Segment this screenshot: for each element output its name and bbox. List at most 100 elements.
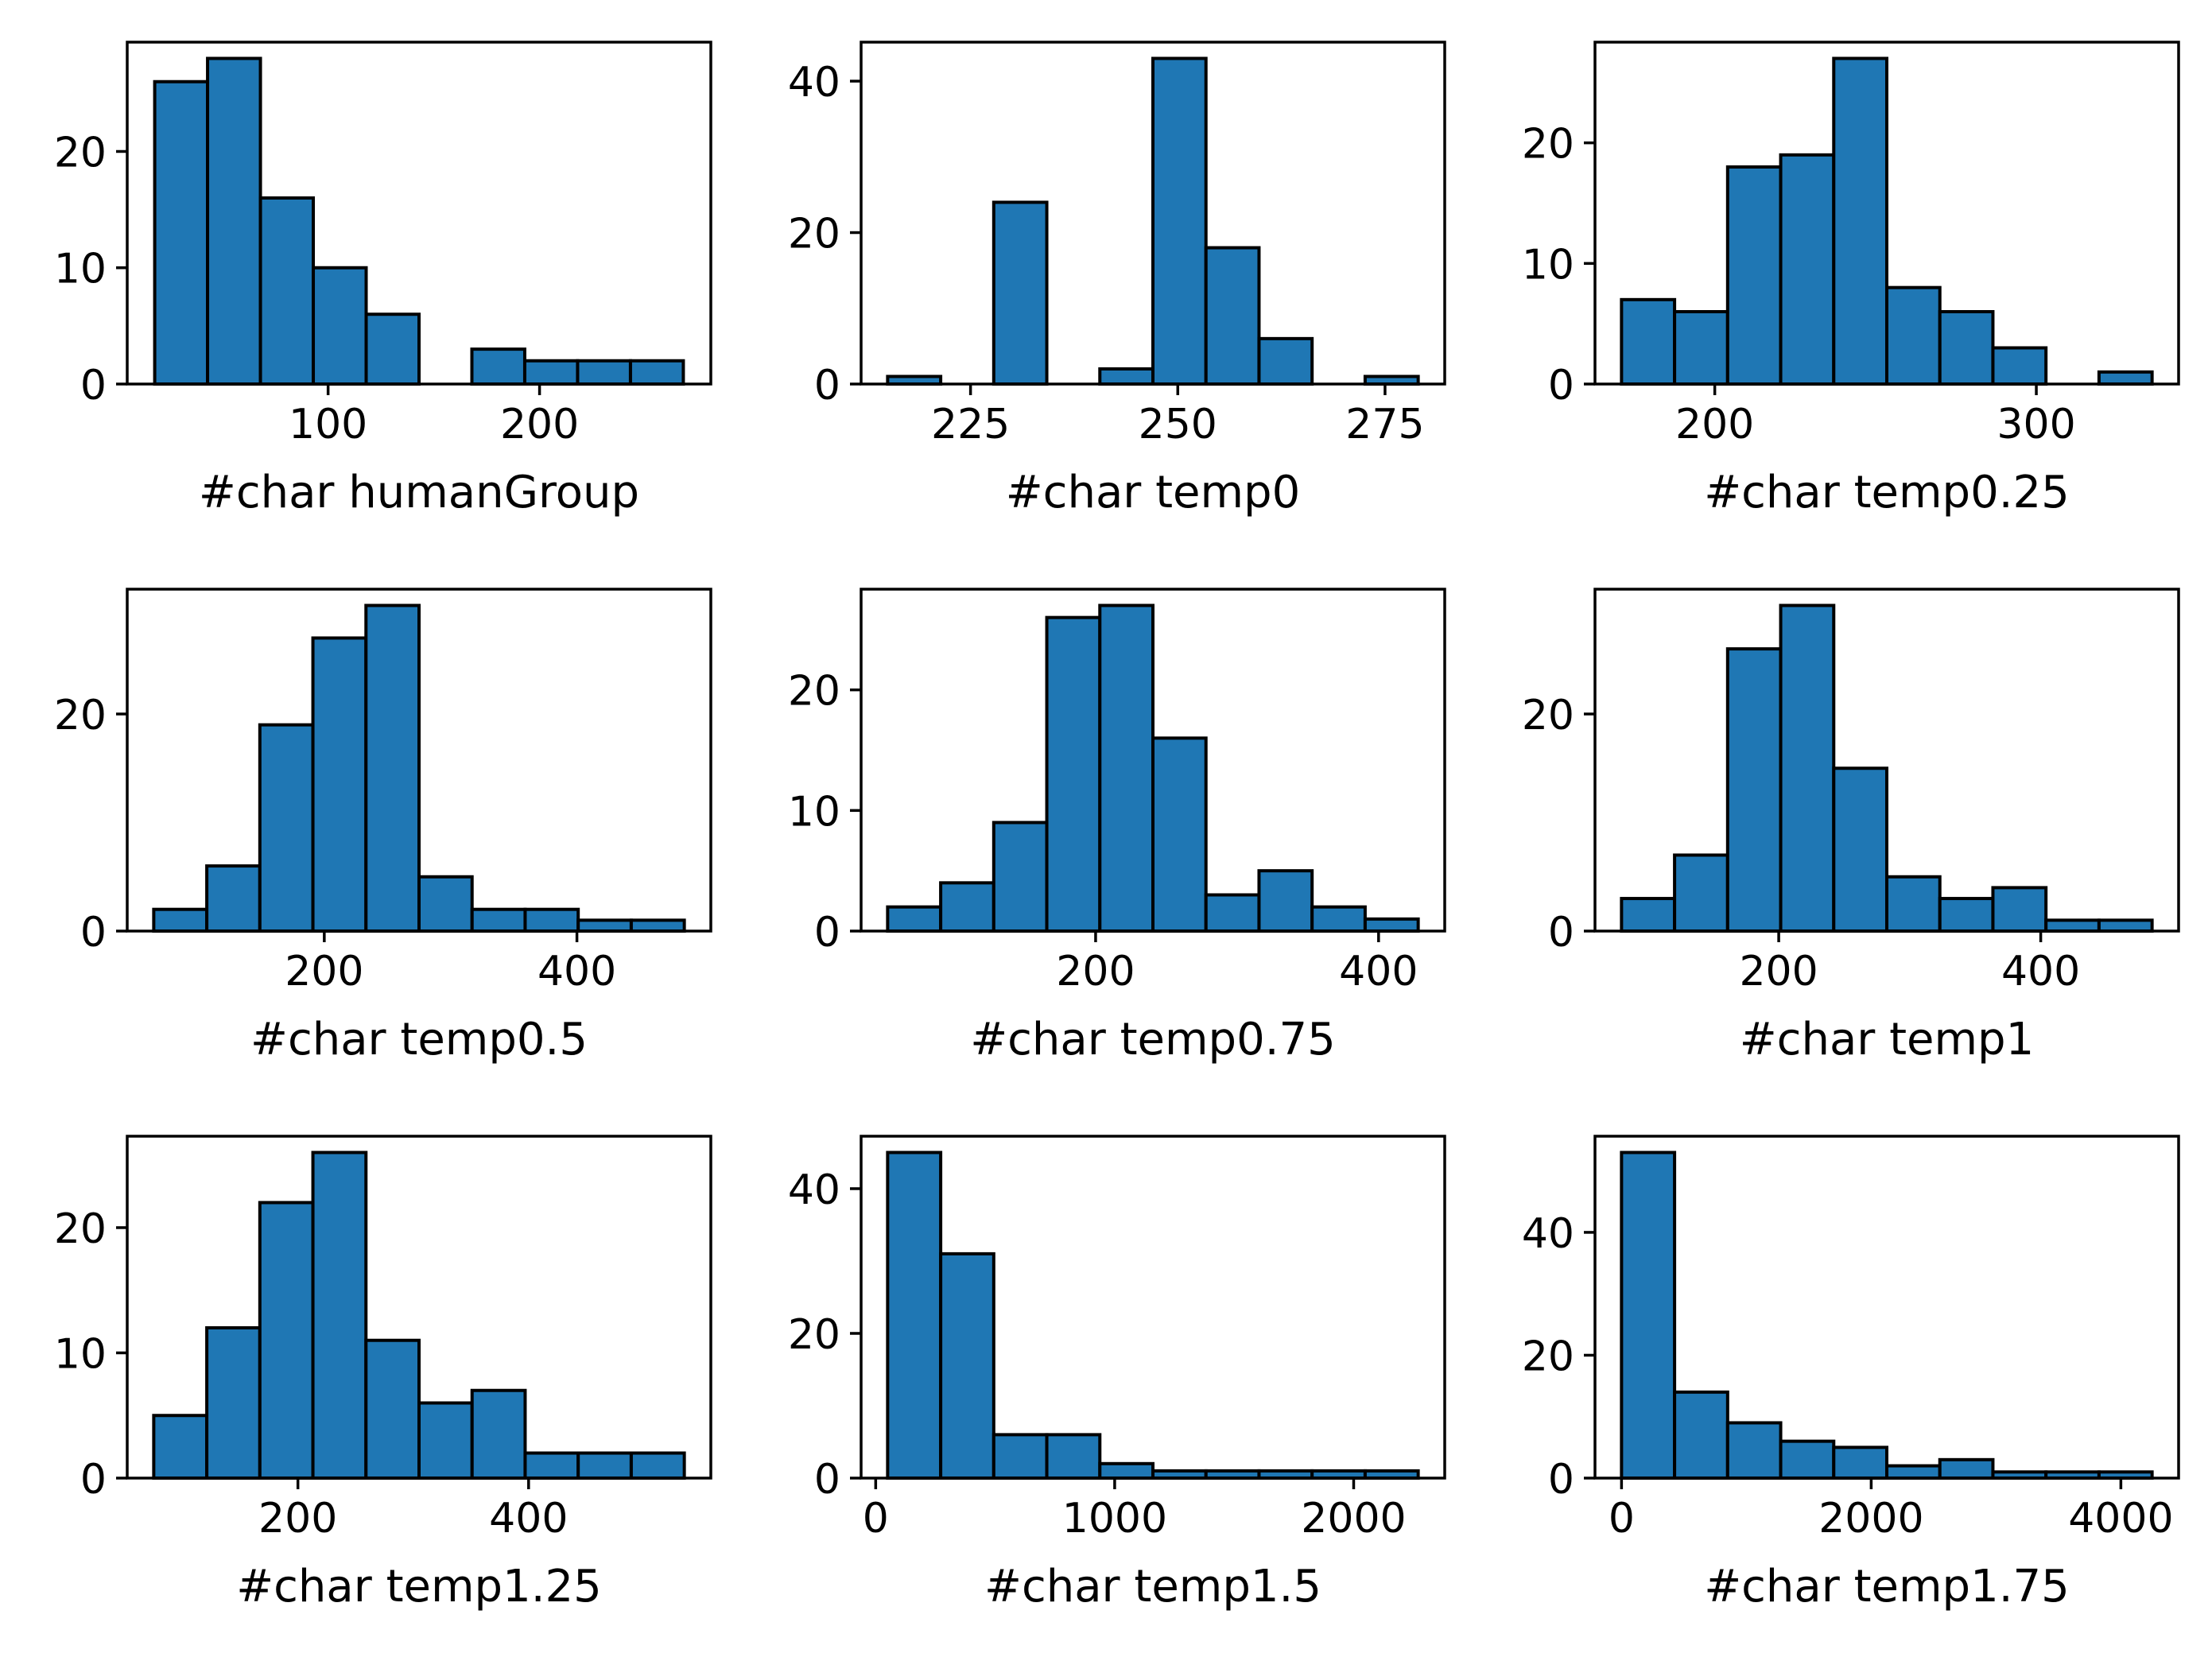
y-tick-label: 0: [814, 1456, 840, 1504]
histogram-bar: [992, 200, 1049, 386]
y-tick-label: 20: [1522, 1333, 1574, 1380]
axes-frame: [1593, 1135, 2180, 1480]
y-tick-label: 0: [1548, 909, 1574, 957]
histogram-panel: 200 400 0 20 #char temp0.5: [54, 588, 712, 1065]
y-tick-label: 0: [80, 362, 107, 409]
histogram-bar: [1151, 56, 1208, 386]
histogram-bar: [1310, 905, 1367, 933]
histogram-bar: [1045, 615, 1102, 933]
axes-frame: [1593, 588, 2180, 933]
histogram-bar: [1885, 875, 1942, 933]
x-tick-label: 4000: [2068, 1495, 2173, 1543]
x-axis-label: #char temp0.5: [250, 1014, 588, 1065]
histogram-bar: [1885, 285, 1942, 386]
y-tick-label: 10: [1522, 241, 1574, 289]
x-axis-label: #char temp0: [1006, 467, 1300, 518]
histogram-bar: [1779, 1439, 1836, 1480]
histogram-bar: [522, 359, 580, 386]
histogram-bar: [152, 907, 209, 933]
histogram-bar: [992, 821, 1049, 933]
histogram-bar: [1938, 1457, 1995, 1480]
histogram-bar: [523, 1451, 580, 1480]
histogram-bar: [1098, 603, 1155, 933]
histogram-bar: [258, 723, 315, 933]
x-tick-label: 200: [1056, 948, 1135, 995]
x-axis-label: #char temp1.25: [236, 1561, 602, 1612]
histogram-bar: [311, 1151, 368, 1480]
histogram-bar: [152, 1414, 209, 1480]
x-tick-label: 275: [1345, 401, 1424, 448]
histogram-bar: [1725, 647, 1783, 933]
histogram-panel: 0 1000 2000 0 20 40 #char temp1.5: [788, 1135, 1446, 1612]
x-tick-label: 400: [537, 948, 616, 995]
histogram-bar: [470, 907, 527, 933]
x-tick-label: 200: [500, 401, 579, 448]
histogram-bar: [939, 881, 995, 933]
x-tick-label: 300: [1997, 401, 2075, 448]
y-tick-label: 0: [80, 909, 107, 957]
histogram-bar: [153, 80, 210, 386]
histogram-bar: [470, 1388, 527, 1480]
y-tick-label: 0: [814, 362, 840, 409]
y-tick-label: 20: [54, 1205, 107, 1253]
y-tick-label: 40: [788, 1166, 840, 1214]
histogram-bar: [1098, 1461, 1155, 1480]
y-tick-label: 10: [788, 788, 840, 836]
x-axis-label: #char temp0.25: [1704, 467, 2070, 518]
histogram-bar: [1620, 1151, 1677, 1480]
axes-frame: [860, 588, 1446, 933]
x-axis-label: #char temp1.5: [984, 1561, 1321, 1612]
histogram-bar: [992, 1433, 1049, 1480]
x-tick-label: 200: [258, 1495, 337, 1543]
y-tick-label: 20: [788, 1311, 840, 1359]
x-tick-label: 400: [1339, 948, 1418, 995]
x-tick-label: 0: [1609, 1495, 1635, 1543]
histogram-bar: [364, 312, 421, 386]
histogram-bar: [1991, 346, 2048, 386]
histogram-bar: [417, 875, 474, 933]
axes-frame: [860, 1135, 1446, 1480]
y-tick-label: 0: [1548, 362, 1574, 409]
y-tick-label: 20: [1522, 121, 1574, 169]
x-tick-label: 2000: [1818, 1495, 1923, 1543]
histogram-bar: [1673, 853, 1729, 933]
histogram-bar: [258, 1201, 315, 1480]
histogram-bar: [364, 603, 421, 933]
histogram-bar: [2097, 918, 2154, 933]
histogram-bar: [1725, 165, 1783, 386]
x-tick-label: 225: [931, 401, 1010, 448]
histogram-bar: [576, 1451, 633, 1480]
histogram-bar: [1620, 897, 1677, 933]
histogram-bar: [629, 918, 686, 933]
histogram-bar: [470, 347, 526, 386]
axes-frame: [126, 41, 712, 386]
histogram-bar: [258, 196, 316, 386]
y-tick-label: 20: [1522, 692, 1574, 739]
histogram-bar: [1938, 897, 1995, 933]
histogram-bar: [1991, 886, 2048, 933]
histogram-bar: [1832, 766, 1888, 933]
histogram-bar: [1151, 736, 1208, 933]
histogram-bar: [1832, 56, 1888, 386]
y-tick-label: 20: [788, 211, 840, 258]
histogram-bar: [576, 918, 633, 933]
histogram-bar: [1098, 367, 1155, 386]
histogram-bar: [1938, 309, 1995, 386]
histogram-bar: [886, 1151, 943, 1480]
histogram-bar: [364, 1338, 421, 1480]
axes-frame: [860, 41, 1446, 386]
histogram-bar: [1673, 309, 1729, 386]
x-tick-label: 400: [2001, 948, 2080, 995]
histogram-bar: [1779, 153, 1836, 386]
y-tick-label: 20: [54, 692, 107, 739]
axes-frame: [126, 588, 712, 933]
x-tick-label: 400: [489, 1495, 568, 1543]
histogram-bar: [939, 1251, 995, 1480]
x-tick-label: 2000: [1301, 1495, 1406, 1543]
histogram-bar: [1204, 893, 1261, 933]
histogram-panel: 200 400 0 10 20 #char temp1.25: [54, 1135, 712, 1612]
histogram-panel: 100 200 0 10 20 #char humanGroup: [54, 41, 712, 518]
histogram-bar: [1204, 246, 1261, 386]
x-axis-label: #char temp1.75: [1704, 1561, 2070, 1612]
